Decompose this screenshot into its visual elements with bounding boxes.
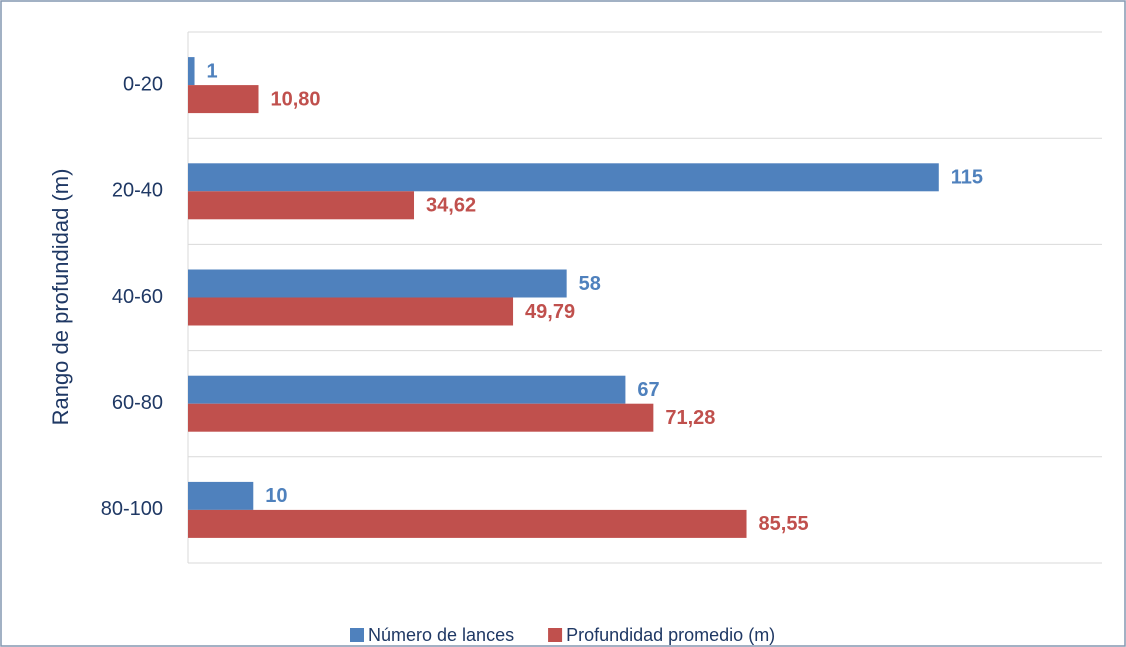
- data-label: 49,79: [525, 301, 575, 323]
- legend-label: Profundidad promedio (m): [566, 625, 775, 645]
- y-tick-label: 0-20: [123, 73, 163, 95]
- data-label: 58: [579, 273, 601, 295]
- bar: [188, 297, 514, 326]
- data-label: 85,55: [759, 513, 809, 535]
- data-label: 10,80: [271, 88, 321, 110]
- bar: [188, 481, 254, 510]
- bar: [188, 191, 415, 220]
- y-tick-label: 60-80: [112, 392, 163, 414]
- data-label: 67: [637, 379, 659, 401]
- bar: [188, 85, 259, 114]
- bar: [188, 269, 567, 298]
- y-axis-label: Rango de profundidad (m): [48, 169, 73, 426]
- y-tick-label: 80-100: [101, 498, 163, 520]
- data-label: 71,28: [665, 407, 715, 429]
- legend-label: Número de lances: [368, 625, 514, 645]
- bar: [188, 509, 747, 538]
- y-tick-label: 20-40: [112, 180, 163, 202]
- legend-swatch: [350, 628, 364, 642]
- bar: [188, 375, 626, 404]
- bar: [188, 403, 654, 432]
- data-label: 115: [951, 167, 983, 189]
- legend-swatch: [548, 628, 563, 642]
- data-label: 10: [265, 485, 287, 507]
- bar: [188, 163, 939, 192]
- y-tick-label: 40-60: [112, 286, 163, 308]
- data-label: 1: [207, 60, 218, 82]
- bar: [188, 57, 195, 86]
- data-label: 34,62: [426, 195, 476, 217]
